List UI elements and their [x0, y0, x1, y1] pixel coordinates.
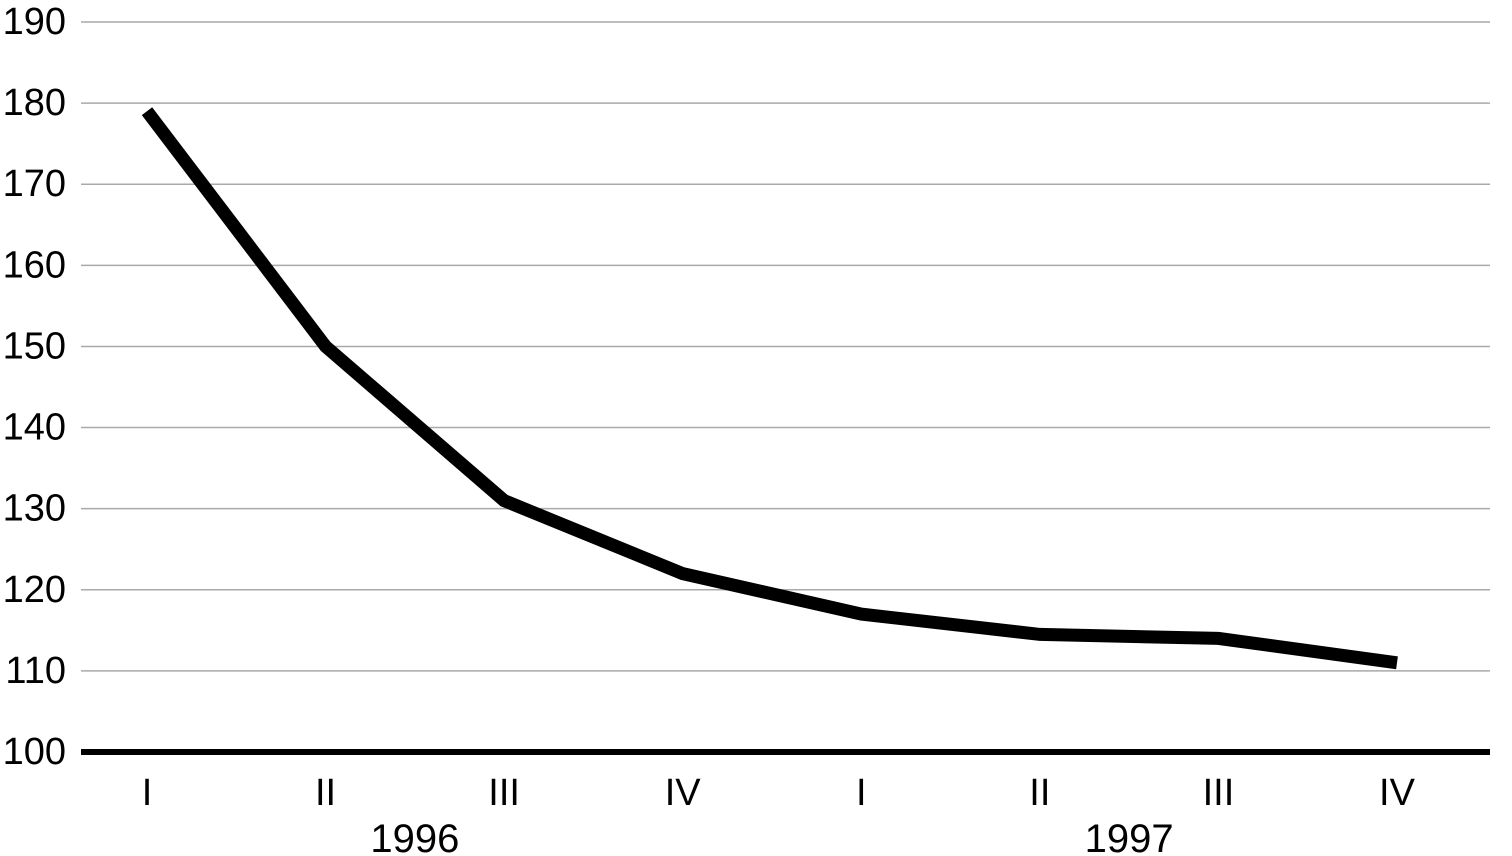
x-axis-quarter-label: I	[142, 772, 153, 814]
y-axis-tick-label: 170	[3, 163, 66, 205]
y-axis-tick-label: 110	[5, 650, 66, 692]
y-axis-tick-label: 190	[3, 1, 66, 43]
x-axis-year-label: 1996	[370, 817, 459, 856]
x-axis-quarter-label: IV	[665, 772, 702, 814]
x-axis-quarter-label: II	[315, 772, 336, 814]
y-axis-tick-label: 160	[3, 244, 66, 286]
y-axis-tick-label: 120	[3, 569, 66, 611]
data-line-quarterly-index	[141, 107, 1398, 670]
y-axis-tick-label: 130	[3, 488, 66, 530]
x-axis-quarter-label: III	[1203, 772, 1235, 814]
x-axis-year-label: 1997	[1085, 817, 1174, 856]
x-axis-quarter-label: IV	[1379, 772, 1416, 814]
y-axis-tick-label: 100	[3, 731, 66, 773]
y-axis-tick-label: 140	[3, 407, 66, 449]
x-axis-quarter-label: II	[1029, 772, 1050, 814]
x-axis-quarter-label: III	[488, 772, 520, 814]
x-axis-quarter-label: I	[856, 772, 867, 814]
y-axis-tick-label: 150	[3, 325, 66, 367]
y-axis-tick-label: 180	[3, 82, 66, 124]
